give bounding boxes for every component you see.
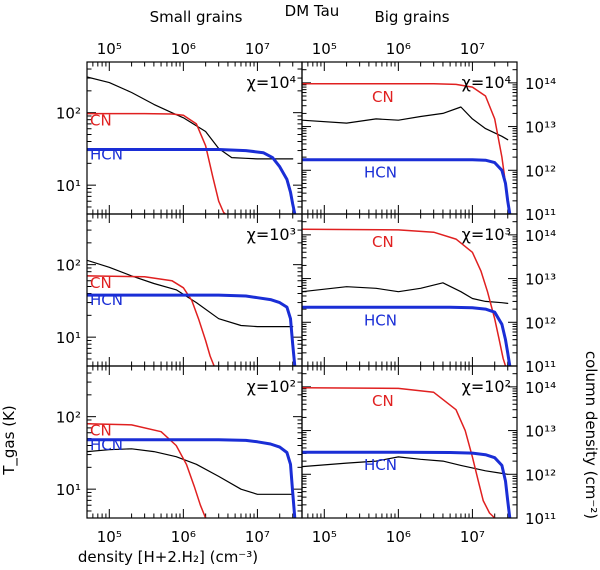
series-HCN-line	[87, 438, 297, 518]
x-tick-label: 10⁵	[312, 528, 337, 546]
chi-annotation: χ=10²	[462, 377, 511, 396]
series-Tgas-line	[302, 106, 509, 141]
series-label-HCN: HCN	[364, 456, 397, 474]
y-tick-label: 10¹⁴	[525, 227, 556, 245]
series-label-CN: CN	[90, 274, 112, 292]
x-tick-label: 10⁶	[386, 40, 411, 58]
series-group	[302, 387, 512, 518]
y-tick-label: 10¹⁴	[525, 379, 556, 397]
series-label-CN: CN	[90, 112, 112, 130]
x-axis-label: density [H+2.H₂] (cm⁻³)	[78, 548, 258, 566]
x-tick-label: 10⁵	[97, 40, 122, 58]
series-Tgas-line	[87, 76, 294, 160]
series-HCN-line	[302, 305, 512, 366]
x-tick-label: 10⁷	[245, 40, 270, 58]
series-Tgas-line	[87, 259, 294, 328]
series-Tgas-line	[302, 282, 509, 304]
x-tick-label: 10⁶	[171, 40, 196, 58]
series-group	[87, 259, 297, 366]
y-tick-label: 10²	[56, 105, 81, 123]
series-label-HCN: HCN	[364, 311, 397, 329]
chi-annotation: χ=10⁴	[247, 73, 296, 92]
y-tick-label: 10¹	[56, 329, 81, 347]
series-group	[87, 76, 297, 214]
y-tick-label: 10¹³	[525, 119, 556, 137]
series-label-CN: CN	[90, 422, 112, 440]
series-HCN-line	[87, 293, 297, 366]
panel-right-0: 10⁵ 10⁶ 10⁷ 10¹¹ 10¹² 10¹³ 10¹⁴ CN HCN χ=10⁴	[301, 40, 556, 224]
chi-annotation: χ=10²	[247, 377, 296, 396]
chi-annotation: χ=10³	[247, 225, 296, 244]
series-HCN-line	[302, 450, 512, 518]
x-tick-label: 10⁵	[312, 40, 337, 58]
x-tick-label: 10⁶	[171, 528, 196, 546]
x-tick-label: 10⁷	[460, 528, 485, 546]
y-tick-label: 10²	[56, 257, 81, 275]
panel-left-0: 10⁵ 10⁶ 10⁷ 10¹ 10² CN HCN χ=10⁴	[56, 40, 303, 215]
right-y-axis-label: column density (cm⁻²)	[582, 351, 600, 519]
series-group	[87, 422, 297, 518]
figure-title: DM Tau	[285, 2, 340, 20]
series-label-CN: CN	[372, 392, 394, 410]
left-y-axis-label: T_gas (K)	[0, 405, 19, 476]
chi-annotation: χ=10⁴	[462, 73, 511, 92]
series-CN-line	[87, 275, 215, 366]
y-tick-label: 10¹³	[525, 423, 556, 441]
series-group	[302, 83, 512, 214]
series-label-CN: CN	[372, 233, 394, 251]
y-tick-label: 10¹²	[525, 314, 556, 332]
chi-annotation: χ=10³	[462, 225, 511, 244]
series-CN-line	[87, 422, 207, 518]
y-tick-label: 10¹²	[525, 162, 556, 180]
x-tick-label: 10⁶	[386, 528, 411, 546]
y-tick-label: 10¹¹	[525, 206, 556, 224]
panel-frame	[301, 365, 518, 519]
series-label-HCN: HCN	[90, 146, 123, 164]
series-Tgas-line	[87, 448, 294, 495]
y-tick-label: 10¹¹	[525, 510, 556, 528]
series-HCN-line	[302, 158, 512, 214]
series-CN-line	[302, 387, 496, 518]
series-CN-line	[87, 112, 227, 214]
big-grains-title: Big grains	[374, 8, 449, 26]
x-tick-label: 10⁷	[245, 528, 270, 546]
y-tick-label: 10¹	[56, 177, 81, 195]
series-label-HCN: HCN	[364, 164, 397, 182]
series-label-CN: CN	[372, 88, 394, 106]
small-grains-title: Small grains	[150, 8, 243, 26]
series-Tgas-line	[302, 456, 509, 475]
panel-right-2: 10⁵ 10⁶ 10⁷ 10¹¹ 10¹² 10¹³ 10¹⁴ CN HCN χ=10²	[301, 365, 556, 546]
y-tick-label: 10¹⁴	[525, 75, 556, 93]
y-tick-label: 10¹²	[525, 466, 556, 484]
series-label-HCN: HCN	[90, 291, 123, 309]
y-tick-label: 10¹³	[525, 271, 556, 289]
series-label-HCN: HCN	[90, 436, 123, 454]
x-tick-label: 10⁷	[460, 40, 485, 58]
series-group	[302, 228, 512, 366]
series-CN-line	[302, 228, 507, 366]
y-tick-label: 10¹¹	[525, 358, 556, 376]
series-CN-line	[302, 83, 511, 214]
series-HCN-line	[87, 148, 297, 214]
x-tick-label: 10⁵	[97, 528, 122, 546]
panel-right-1: 10¹¹ 10¹² 10¹³ 10¹⁴ CN HCN χ=10³	[301, 213, 556, 376]
y-tick-label: 10¹	[56, 481, 81, 499]
y-tick-label: 10²	[56, 409, 81, 427]
